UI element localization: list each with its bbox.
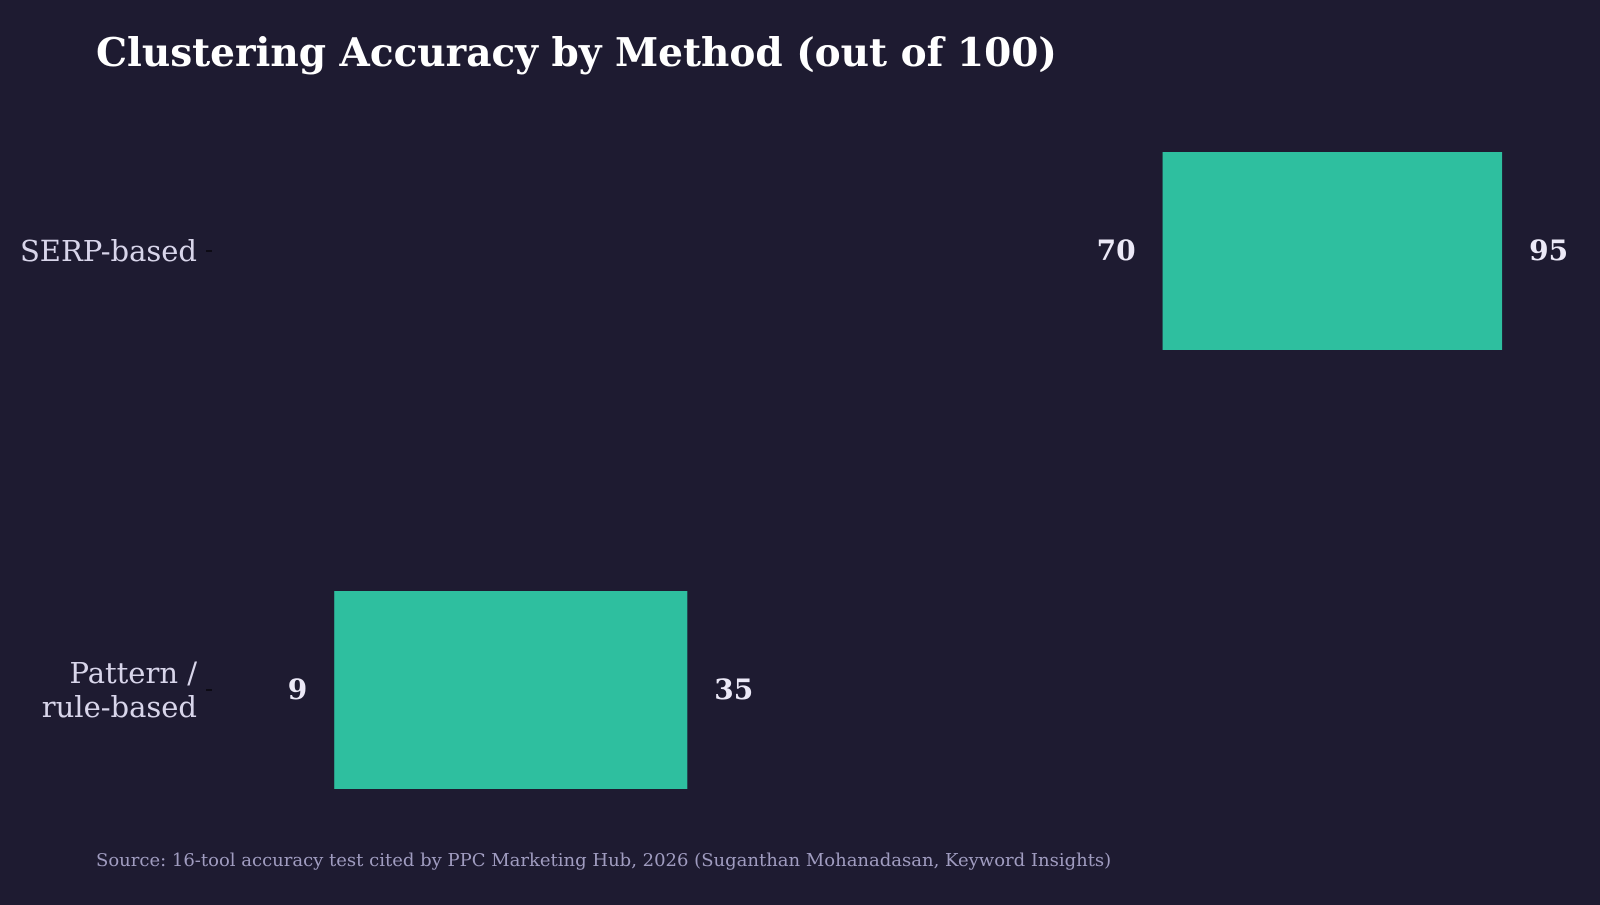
category-label-line: SERP-based — [20, 234, 197, 268]
chart-title: Clustering Accuracy by Method (out of 10… — [96, 30, 1057, 76]
category-label-line: Pattern / — [70, 656, 198, 690]
low-value-label: 9 — [288, 673, 307, 706]
high-value-label: 35 — [714, 673, 753, 706]
category-label: Pattern / rule-based — [42, 656, 197, 724]
high-value-label: 95 — [1529, 234, 1568, 267]
range-bar — [1162, 152, 1503, 350]
category-label: SERP-based — [20, 234, 197, 268]
low-value-label: 70 — [1097, 234, 1136, 267]
range-bar — [334, 591, 688, 789]
category-label-line: rule-based — [42, 690, 197, 724]
chart-source: Source: 16-tool accuracy test cited by P… — [96, 850, 1112, 871]
